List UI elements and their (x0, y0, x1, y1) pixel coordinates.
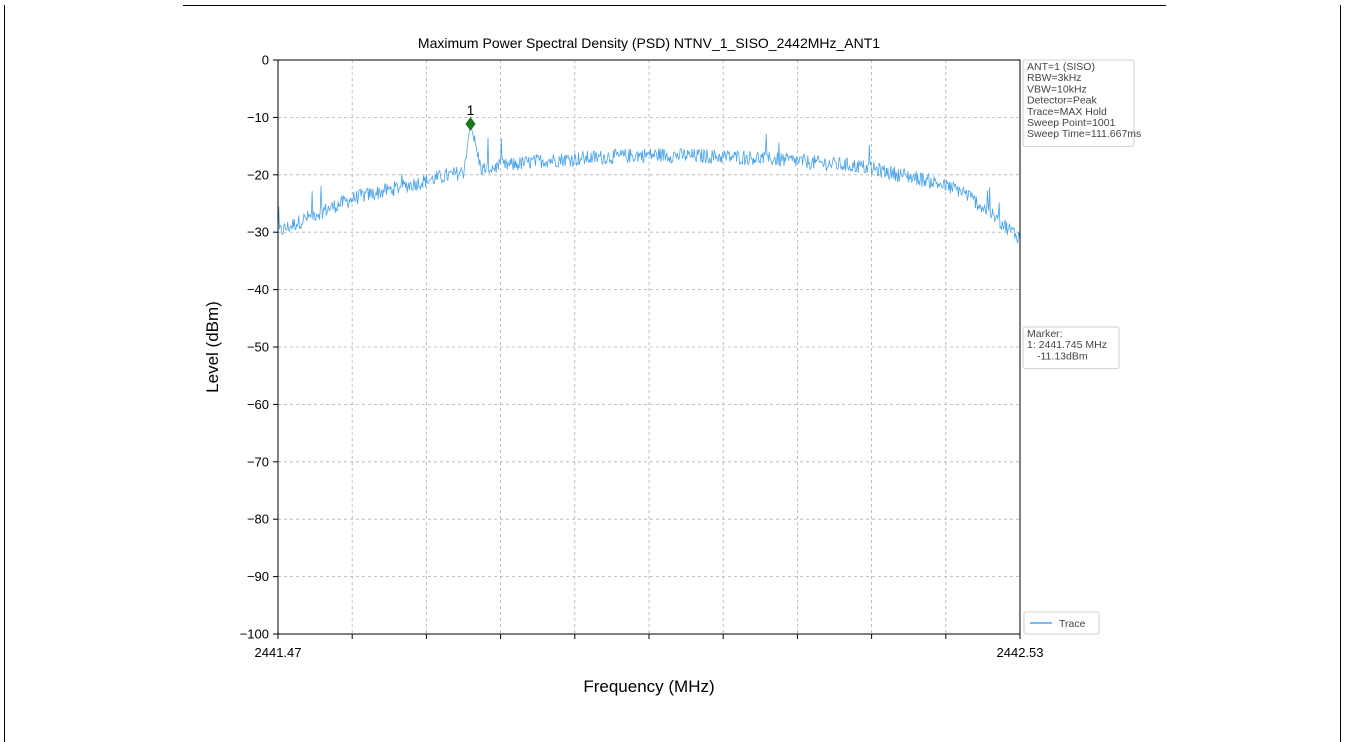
legend-frame (1023, 611, 1100, 635)
info-line: RBW=3kHz (1027, 72, 1082, 84)
x-axis-title: Frequency (MHz) (583, 677, 714, 696)
marker-info-box: Marker:1: 2441.745 MHz-11.13dBm (1022, 326, 1120, 370)
y-tick-label: −100 (240, 627, 269, 642)
marker-box-frame (1022, 326, 1120, 370)
info-line: Detector=Peak (1027, 95, 1097, 107)
y-tick-label: −60 (247, 397, 269, 412)
y-tick-label: −70 (247, 454, 269, 469)
y-axis-title: Level (dBm) (203, 301, 222, 393)
info-line: ANT=1 (SISO) (1027, 61, 1095, 73)
marker-diamond (465, 117, 476, 131)
legend-label: Trace (1059, 618, 1086, 630)
legend: Trace (1023, 611, 1100, 635)
x-tick-label: 2442.53 (997, 645, 1044, 660)
info-line: Sweep Point=1001 (1027, 117, 1116, 129)
info-line: VBW=10kHz (1027, 83, 1087, 95)
frame-top-line (183, 5, 1166, 6)
trace-line (277, 125, 1021, 244)
frame-right-line (1340, 5, 1341, 742)
info-line: Trace=MAX Hold (1027, 106, 1107, 118)
y-tick-label: −10 (247, 110, 269, 125)
chart-title: Maximum Power Spectral Density (PSD) NTN… (418, 35, 880, 51)
y-tick-label: −20 (247, 167, 269, 182)
frame-left-line (4, 5, 5, 742)
marker-layer: 1 (465, 102, 476, 131)
info-line: Sweep Time=111.667ms (1027, 128, 1141, 140)
marker-info-line: -11.13dBm (1037, 350, 1088, 362)
x-tick-label: 2441.47 (255, 645, 302, 660)
trace-layer (277, 125, 1021, 244)
settings-info-box: ANT=1 (SISO)RBW=3kHzVBW=10kHzDetector=Pe… (1022, 59, 1141, 147)
y-tick-label: −50 (247, 340, 269, 355)
ticks-layer: 0 −10 −20 −30 −40 −50 −60 −70 −80 −90 −100 2441.47 2… (240, 53, 1044, 661)
y-tick-label: 0 (262, 53, 269, 68)
info-box-frame (1022, 59, 1135, 147)
y-tick-label: −40 (247, 282, 269, 297)
marker-label: 1 (467, 102, 475, 118)
marker-info-line: 1: 2441.745 MHz (1027, 339, 1107, 351)
grid-layer (278, 60, 1020, 634)
y-tick-label: −90 (247, 569, 269, 584)
y-tick-label: −30 (247, 225, 269, 240)
marker-info-line: Marker: (1027, 328, 1063, 340)
y-tick-label: −80 (247, 512, 269, 527)
